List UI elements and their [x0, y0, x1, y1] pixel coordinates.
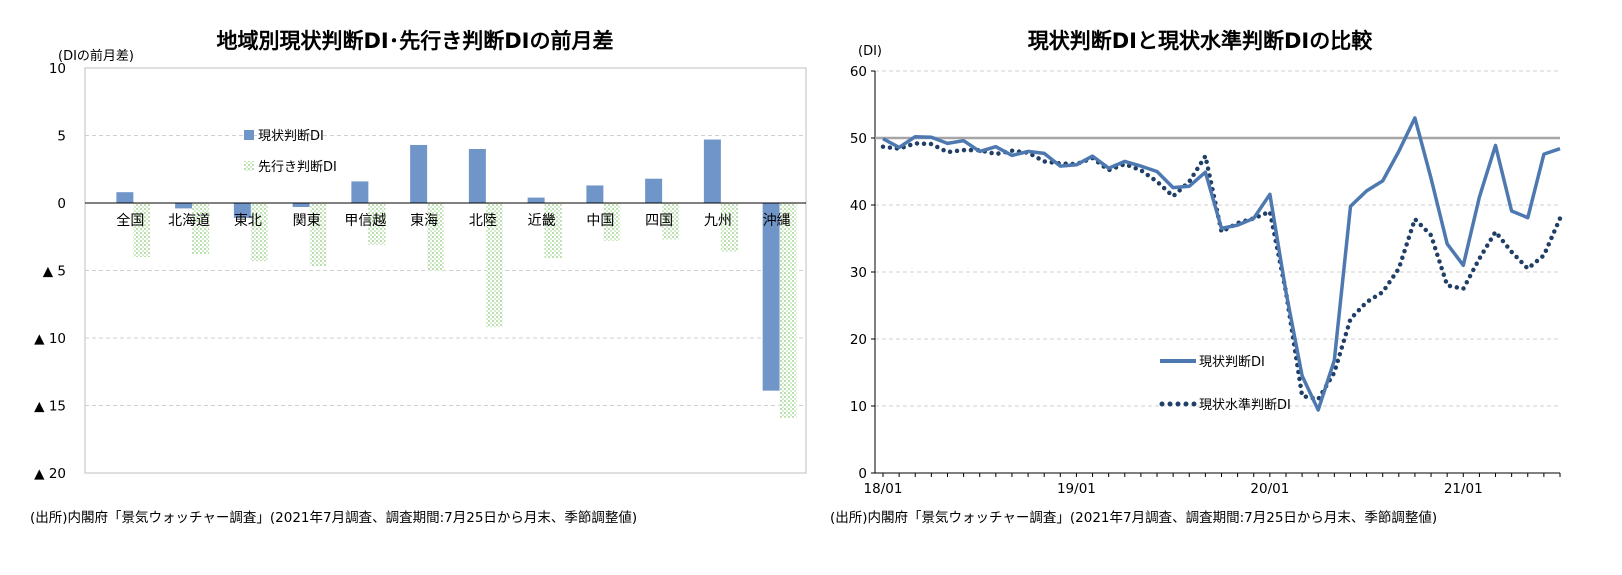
y-unit-label: (DIの前月差) — [58, 48, 134, 64]
bar-outlook-di — [250, 203, 268, 262]
x-axis-ticks: 18/01 19/01 20/01 21/01 — [864, 473, 1561, 497]
bar-current-di — [527, 197, 545, 203]
y-tick-label: 0 — [858, 466, 867, 482]
legend-label-current: 現状判断DI — [258, 129, 324, 144]
bar-outlook-di — [192, 203, 210, 255]
bar-current-di — [175, 203, 193, 209]
legend-label-outlook: 先行き判断DI — [258, 160, 337, 175]
x-tick-label: 18/01 — [864, 481, 903, 497]
bar-current-di — [586, 185, 604, 203]
bar-outlook-di — [133, 203, 151, 257]
bar-current-di — [410, 144, 428, 203]
source-note: (出所)内閣府「景気ウォッチャー調査」(2021年7月調査、調査期間:7月25日… — [30, 510, 637, 526]
category-label: 四国 — [645, 213, 673, 229]
regional-bar-chart: 地域別現状判断DI･先行き判断DIの前月差 (DIの前月差) 10 5 0 ▲ 5 ▲ … — [30, 29, 807, 526]
category-label: 全国 — [116, 212, 144, 229]
y-tick-label: ▲ 10 — [34, 331, 66, 347]
x-tick-label: 20/01 — [1250, 481, 1289, 497]
category-label: 沖縄 — [763, 213, 791, 229]
bars — [116, 139, 797, 418]
y-axis-ticks: 0 10 20 30 40 50 60 — [850, 64, 875, 482]
bar-outlook-di — [368, 203, 386, 245]
series-line-current-di — [882, 116, 1561, 412]
y-tick-label: 50 — [850, 131, 867, 147]
bar-current-di — [116, 192, 134, 203]
y-tick-label: 10 — [49, 61, 66, 77]
series-line-level-di — [880, 141, 1563, 402]
legend-label-current: 現状判断DI — [1199, 355, 1265, 370]
category-label: 北陸 — [469, 213, 497, 229]
y-tick-label: ▲ 15 — [34, 399, 66, 415]
category-labels: 全国 北海道 東北 関東 甲信越 東海 北陸 近畿 中国 四国 九州 沖縄 — [116, 212, 790, 229]
x-tick-label: 19/01 — [1057, 481, 1096, 497]
bar-current-di — [762, 203, 780, 391]
category-label: 関東 — [293, 213, 321, 229]
legend-label-level: 現状水準判断DI — [1199, 397, 1291, 413]
category-label: 近畿 — [528, 213, 556, 229]
chart-title: 現状判断DIと現状水準判断DIの比較 — [1028, 29, 1373, 53]
bar-outlook-di — [720, 203, 738, 252]
category-label: 九州 — [704, 213, 732, 229]
di-comparison-line-chart: 現状判断DIと現状水準判断DIの比較 (DI) 0 10 20 30 40 50 60 18… — [830, 29, 1563, 526]
y-axis-ticks: 10 5 0 ▲ 5 ▲ 10 ▲ 15 ▲ 20 — [34, 61, 66, 482]
category-label: 東海 — [410, 213, 438, 229]
bar-outlook-di — [603, 203, 621, 241]
bar-current-di — [233, 203, 251, 218]
category-label: 東北 — [234, 213, 262, 229]
source-note: (出所)内閣府「景気ウォッチャー調査」(2021年7月調査、調査期間:7月25日… — [830, 510, 1437, 526]
bar-current-di — [351, 181, 369, 203]
bar-outlook-di — [309, 203, 327, 267]
y-unit-label: (DI) — [858, 44, 882, 59]
bar-outlook-di — [779, 203, 797, 418]
x-tick-label: 21/01 — [1444, 481, 1483, 497]
y-tick-label: ▲ 20 — [34, 466, 66, 482]
y-tick-label: 40 — [850, 198, 867, 214]
y-tick-label: 10 — [850, 399, 867, 415]
legend-swatch-outlook — [244, 161, 254, 171]
bar-outlook-di — [485, 203, 503, 328]
y-tick-label: 0 — [57, 196, 66, 212]
category-label: 甲信越 — [344, 213, 386, 229]
y-tick-label: 20 — [850, 332, 867, 348]
category-label: 北海道 — [168, 213, 210, 229]
bar-current-di — [468, 149, 486, 203]
category-label: 中国 — [586, 213, 614, 229]
bar-outlook-di — [662, 203, 680, 240]
bar-current-di — [645, 178, 663, 203]
bar-outlook-di — [427, 203, 445, 271]
y-tick-label: 60 — [850, 64, 867, 80]
legend: 現状判断DI 現状水準判断DI — [1159, 355, 1291, 413]
legend: 現状判断DI 先行き判断DI — [244, 129, 337, 175]
legend-swatch-current — [244, 130, 254, 140]
bar-outlook-di — [544, 203, 562, 259]
bar-current-di — [703, 139, 721, 203]
y-tick-label: ▲ 5 — [43, 264, 66, 280]
chart-title: 地域別現状判断DI･先行き判断DIの前月差 — [217, 29, 614, 53]
y-tick-label: 30 — [850, 265, 867, 281]
bar-current-di — [292, 203, 310, 208]
gridlines — [85, 135, 806, 406]
y-tick-label: 5 — [57, 129, 66, 145]
